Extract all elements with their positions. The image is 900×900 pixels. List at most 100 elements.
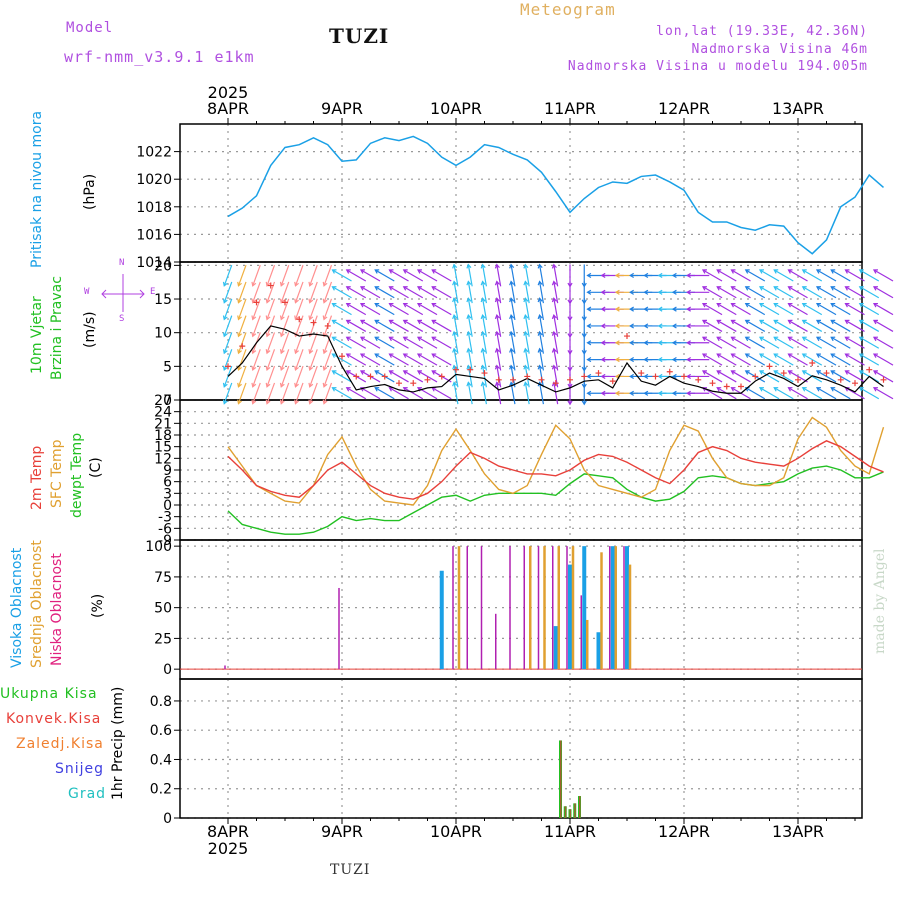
wind-arrow-head <box>466 280 472 286</box>
footer-station: TUZI <box>330 862 371 878</box>
wind-arrow-head <box>581 333 587 339</box>
wind-arrow <box>403 303 424 316</box>
wind-arrow <box>830 336 851 349</box>
wind-arrow <box>237 365 247 387</box>
wind-arrow-head <box>431 370 437 375</box>
wind-arrow <box>830 353 851 366</box>
wind-arrow <box>553 264 559 287</box>
wind-arrow-head <box>844 269 850 274</box>
wind-arrow <box>496 315 502 337</box>
wind-gust-marker <box>595 370 602 377</box>
wind-arrow <box>816 336 837 349</box>
wind-arrow-head <box>431 319 437 325</box>
wind-arrow-head <box>345 286 351 291</box>
wind-arrow <box>374 286 395 299</box>
wind-arrow-head <box>830 336 836 342</box>
bottom-day-label-1: 9APR <box>321 822 363 841</box>
wind-arrow <box>360 336 381 349</box>
cloud-bar-high <box>625 546 629 670</box>
wind-arrow-head <box>787 387 793 392</box>
wind-arrow-head <box>359 319 365 325</box>
wind-arrow <box>745 269 766 282</box>
wind-arrow <box>745 336 766 349</box>
wind-gust-marker <box>538 376 545 383</box>
wind-arrow-head <box>551 280 557 286</box>
wind-arrow <box>294 298 304 320</box>
wind-arrow-head <box>509 364 515 370</box>
wind-arrow-head <box>858 370 864 375</box>
cloud-bar-mid <box>614 546 617 670</box>
bottom-day-label-3: 11APR <box>544 822 596 841</box>
wind-arrow-head <box>374 387 380 392</box>
wind-arrow <box>481 382 488 405</box>
wind-arrow <box>223 382 233 404</box>
wind-arrow <box>389 336 409 349</box>
wind-arrow-head <box>523 280 529 286</box>
wind-arrow <box>496 281 502 304</box>
wind-arrow-head <box>322 332 328 338</box>
wind-arrow <box>237 315 247 337</box>
wind-arrow-head <box>345 387 351 392</box>
wind-arrow <box>403 370 424 383</box>
wind-arrow-head <box>416 286 422 291</box>
ytick-temp-7: 12 <box>154 451 172 467</box>
wind-arrow-head <box>567 400 573 406</box>
wind-arrow-head <box>237 382 242 388</box>
wind-arrow-head <box>237 399 242 405</box>
wind-arrow-head <box>787 286 793 291</box>
wind-arrow-head <box>657 357 663 363</box>
wind-arrow <box>346 387 367 400</box>
cloud-bar-low <box>552 546 554 670</box>
wind-arrow-head <box>466 263 472 269</box>
wind-arrow-head <box>537 381 543 387</box>
wind-arrow-head <box>629 373 634 380</box>
wind-arrow <box>788 303 808 316</box>
wind-arrow <box>802 286 823 299</box>
wind-arrow-head <box>431 302 437 308</box>
wind-arrow <box>453 348 459 371</box>
frame-precip <box>179 678 863 819</box>
wind-arrow <box>802 303 823 316</box>
wind-arrow-head <box>581 299 587 305</box>
wind-arrow-head <box>872 302 878 308</box>
wind-arrow-head <box>815 319 821 325</box>
wind-arrow-head <box>551 313 557 320</box>
wind-arrow-head <box>279 382 285 388</box>
wind-arrow-head <box>331 353 337 358</box>
wind-arrow-head <box>671 340 677 346</box>
wind-arrow-head <box>416 319 422 325</box>
wind-rose-n: N <box>119 258 125 268</box>
ytick-precip-1: 0.2 <box>150 782 172 798</box>
wind-arrow-head <box>671 357 677 363</box>
wind-arrow <box>538 298 545 321</box>
wind-arrow-head <box>830 353 836 358</box>
wind-arrow-head <box>388 336 394 342</box>
wind-arrow-head <box>581 366 587 372</box>
wind-arrow-head <box>629 289 634 295</box>
wind-arrow-head <box>744 286 750 291</box>
ytick-precip-0: 0 <box>163 811 172 827</box>
wind-arrow <box>773 370 794 383</box>
wind-arrow-head <box>815 370 821 375</box>
wind-arrow <box>759 303 780 316</box>
wind-arrow-head <box>858 286 864 291</box>
wind-arrow-head <box>815 286 821 291</box>
wind-arrow <box>332 370 352 383</box>
wind-arrow-head <box>551 263 557 269</box>
wind-arrow <box>702 370 723 383</box>
wind-arrow <box>859 286 880 299</box>
wind-arrow <box>759 286 780 299</box>
wind-arrow <box>481 365 488 388</box>
wind-arrow-head <box>801 269 807 274</box>
ytick-pressure-4: 1022 <box>136 145 172 161</box>
wind-arrow-head <box>567 282 573 288</box>
precip-legend-total: Ukupna Kisa <box>0 686 98 702</box>
wind-arrow <box>346 319 367 332</box>
wind-arrow-head <box>773 302 779 308</box>
wind-gust-marker <box>638 370 645 377</box>
wind-arrow <box>788 370 808 383</box>
wind-arrow-head <box>787 319 793 325</box>
wind-arrow <box>553 315 559 337</box>
wind-arrow <box>374 319 395 332</box>
bottom-day-label-4: 12APR <box>658 822 710 841</box>
